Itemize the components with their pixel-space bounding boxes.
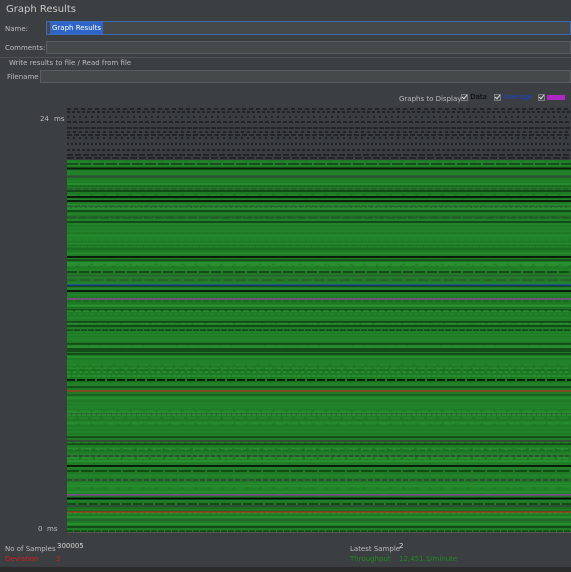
y-axis-unit-bottom: ms	[47, 525, 58, 533]
page-title: Graph Results	[6, 4, 76, 15]
filename-label: Filename	[7, 73, 39, 81]
file-section-divider	[0, 57, 571, 58]
deviation-value: 3	[56, 555, 61, 563]
status-bar	[0, 567, 571, 572]
filename-field[interactable]	[40, 70, 571, 83]
data-checkbox[interactable]	[461, 93, 468, 101]
latest-sample-value: 2	[399, 542, 404, 550]
y-axis-min: 0	[38, 525, 43, 533]
median-option-swatch	[547, 94, 566, 100]
deviation-label: Deviation	[5, 555, 39, 563]
average-option-label: Average	[503, 93, 532, 101]
comments-field[interactable]	[46, 41, 571, 54]
median-checkbox[interactable]	[538, 93, 545, 101]
samples-value: 300005	[57, 542, 84, 550]
graph-canvas	[67, 108, 571, 533]
samples-label: No of Samples	[5, 545, 56, 553]
graph-option-median[interactable]	[538, 93, 566, 101]
throughput-value: 12,451.1/minute	[399, 555, 458, 563]
throughput-label: Throughput	[350, 555, 391, 563]
name-value: Graph Results	[50, 22, 103, 34]
name-field[interactable]: Graph Results	[46, 21, 571, 35]
average-checkbox[interactable]	[494, 93, 501, 101]
name-label: Name:	[5, 25, 29, 33]
graph-plot-area	[67, 107, 571, 533]
data-option-label: Data	[470, 93, 487, 101]
file-section-title: Write results to file / Read from file	[9, 59, 132, 67]
graph-option-average[interactable]: Average	[494, 93, 532, 101]
graphs-to-display-label: Graphs to Display	[399, 95, 462, 103]
comments-label: Comments:	[5, 44, 46, 52]
latest-sample-label: Latest Sample	[350, 545, 401, 553]
graph-option-data[interactable]: Data	[461, 93, 487, 101]
y-axis-max: 24	[40, 115, 49, 123]
y-axis-unit-top: ms	[54, 115, 65, 123]
